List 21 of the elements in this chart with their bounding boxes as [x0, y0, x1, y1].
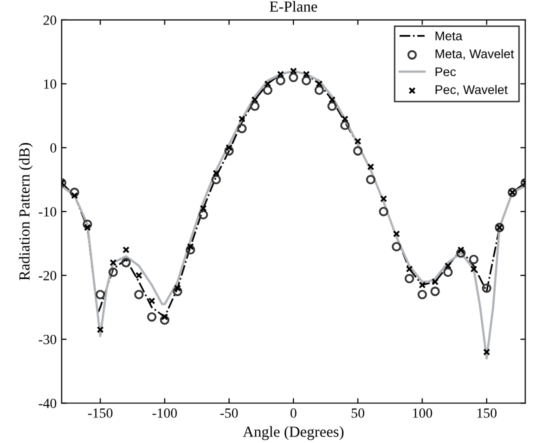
legend-label: Pec, Wavelet — [436, 84, 508, 96]
y-tick-label: 10 — [44, 79, 56, 89]
y-axis-title: Radiation Pattern (dB) — [18, 143, 33, 280]
x-tick-label: -100 — [152, 408, 177, 418]
x-axis-title: Angle (Degrees) — [242, 426, 344, 440]
y-tick-label: -10 — [38, 207, 56, 216]
x-tick-label: 50 — [352, 408, 364, 418]
x-tick-label: 0 — [290, 408, 296, 418]
x-tick-label: -50 — [220, 408, 238, 418]
y-tick-label: -40 — [38, 398, 56, 408]
y-tick-label: 20 — [44, 16, 56, 25]
y-tick-label: -30 — [38, 334, 56, 344]
legend-label: Meta — [436, 32, 462, 40]
y-tick-label: -20 — [38, 270, 56, 280]
x-tick-label: -150 — [88, 408, 112, 418]
legend-label: Meta, Wavelet — [436, 49, 514, 60]
chart-title: E-Plane — [270, 1, 318, 12]
x-tick-label: 150 — [477, 408, 497, 418]
x-tick-label: 100 — [413, 408, 432, 418]
y-tick-label: 0 — [50, 143, 56, 153]
legend-label: Pec — [436, 67, 456, 76]
